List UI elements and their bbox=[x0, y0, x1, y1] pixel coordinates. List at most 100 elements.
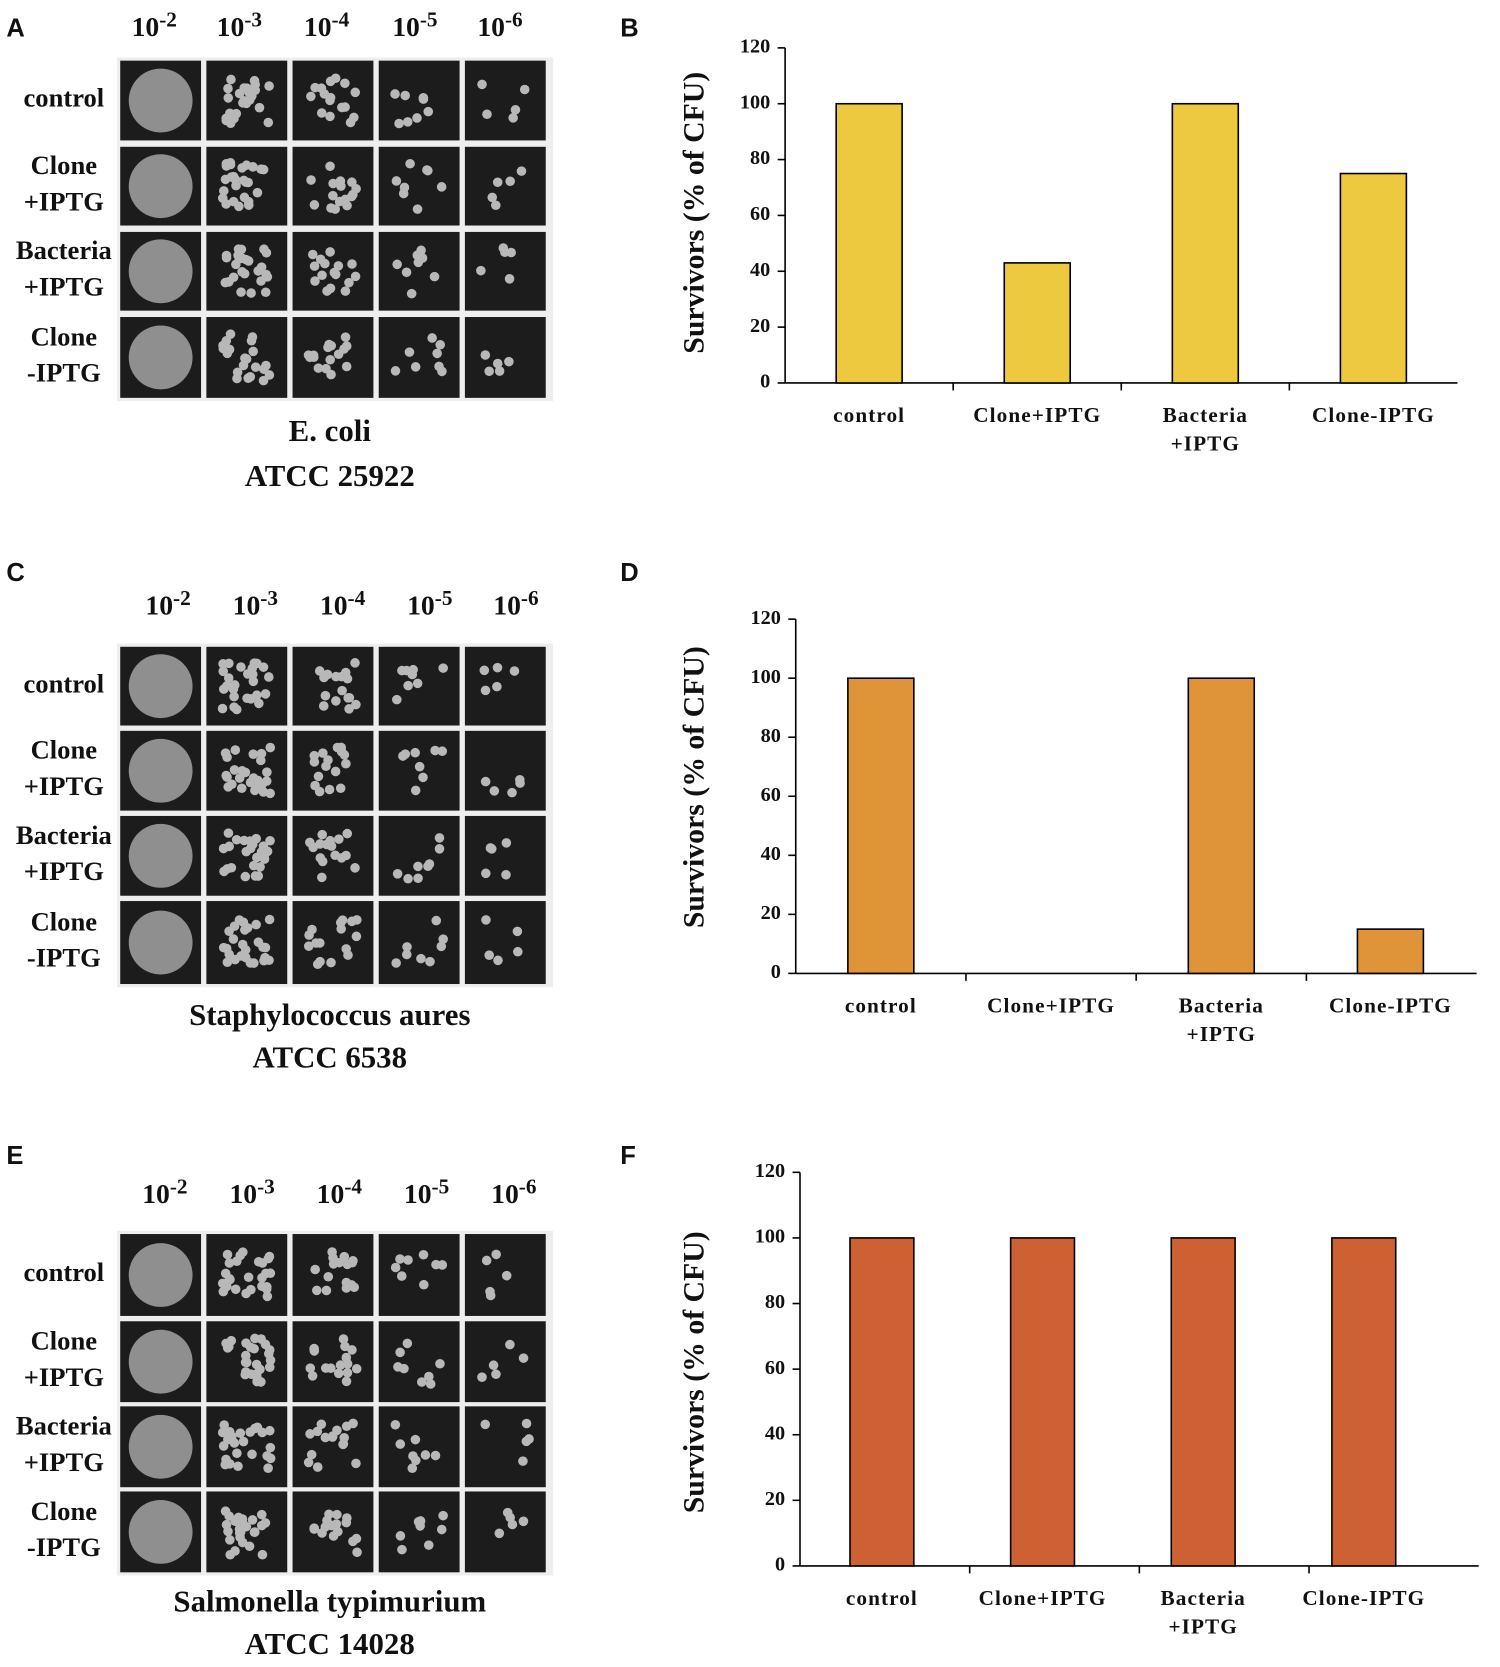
colony bbox=[305, 837, 315, 848]
colony bbox=[518, 1456, 528, 1466]
colony bbox=[224, 841, 234, 852]
y-tick-label: 60 bbox=[765, 1357, 785, 1379]
colony-lawn bbox=[128, 239, 193, 304]
colony bbox=[256, 1520, 267, 1531]
colony bbox=[347, 1257, 358, 1268]
text-line: -IPTG bbox=[27, 1532, 101, 1562]
colony bbox=[435, 1358, 445, 1369]
colony bbox=[236, 783, 247, 794]
colony bbox=[330, 73, 341, 84]
colony bbox=[492, 358, 503, 369]
colony-lawn bbox=[128, 654, 193, 719]
x-tick-label: Clone+IPTG bbox=[987, 993, 1115, 1017]
colony bbox=[225, 1535, 235, 1545]
plate-well bbox=[292, 901, 374, 985]
colony bbox=[222, 752, 232, 763]
colony-lawn bbox=[128, 1243, 193, 1307]
row-label: Clone -IPTG bbox=[27, 907, 101, 973]
colony bbox=[240, 353, 250, 364]
colony bbox=[230, 745, 241, 755]
colony bbox=[341, 361, 352, 372]
colony bbox=[480, 776, 491, 787]
y-tick-label: 0 bbox=[775, 1554, 785, 1576]
colony bbox=[402, 942, 412, 952]
dilution-exponent: -5 bbox=[432, 1174, 450, 1198]
colony bbox=[250, 1527, 260, 1537]
colony bbox=[311, 1285, 322, 1296]
colony bbox=[342, 1359, 353, 1369]
dilution-label: 10-4 bbox=[317, 1174, 363, 1209]
colony bbox=[328, 178, 338, 189]
colony bbox=[423, 1540, 434, 1550]
colony bbox=[219, 186, 229, 196]
colony bbox=[340, 102, 350, 112]
colony bbox=[317, 872, 327, 883]
colony bbox=[395, 1254, 405, 1264]
y-tick-label: 60 bbox=[750, 203, 770, 225]
colony bbox=[410, 785, 421, 796]
colony bbox=[265, 835, 275, 846]
bar bbox=[849, 1237, 915, 1567]
text-line: Clone bbox=[31, 150, 98, 180]
colony bbox=[396, 1271, 407, 1281]
colony bbox=[332, 742, 343, 753]
dilution-base: 10 bbox=[145, 590, 173, 621]
colony bbox=[339, 344, 349, 354]
plate-well bbox=[464, 1491, 546, 1573]
colony bbox=[306, 91, 316, 102]
text-line: Clone bbox=[31, 1496, 98, 1526]
colony bbox=[513, 946, 523, 957]
colony bbox=[491, 1369, 501, 1379]
text-line: +IPTG bbox=[24, 771, 104, 801]
colony bbox=[318, 748, 328, 758]
bar bbox=[835, 102, 903, 384]
colony bbox=[221, 199, 231, 209]
colony bbox=[315, 254, 326, 265]
colony bbox=[246, 694, 256, 704]
colony bbox=[226, 74, 236, 85]
plate-well bbox=[292, 1234, 374, 1316]
colony bbox=[314, 786, 325, 797]
colony bbox=[491, 1249, 501, 1260]
colony bbox=[241, 1338, 251, 1348]
colony bbox=[318, 701, 329, 711]
colony bbox=[420, 1450, 431, 1460]
colony bbox=[333, 261, 344, 271]
bar bbox=[1171, 102, 1240, 384]
colony bbox=[248, 346, 258, 357]
colony bbox=[484, 366, 494, 377]
text-line: Clone bbox=[31, 907, 98, 937]
dilution-base: 10 bbox=[317, 1178, 345, 1209]
colony-lawn bbox=[128, 910, 193, 975]
colony-lawn bbox=[128, 325, 193, 390]
colony bbox=[341, 1283, 352, 1293]
colony bbox=[222, 348, 233, 359]
text-line: +IPTG bbox=[1171, 432, 1240, 456]
colony bbox=[492, 681, 502, 692]
colony bbox=[334, 834, 344, 844]
colony bbox=[410, 362, 421, 372]
colony bbox=[333, 1368, 344, 1379]
colony bbox=[239, 268, 250, 279]
y-tick-label: 0 bbox=[760, 371, 770, 393]
colony bbox=[303, 1457, 314, 1468]
colony bbox=[247, 91, 257, 101]
colony bbox=[482, 109, 492, 120]
colony bbox=[313, 363, 324, 373]
plate-well bbox=[464, 1406, 546, 1488]
colony bbox=[264, 672, 274, 682]
colony bbox=[223, 673, 234, 683]
colony bbox=[338, 1439, 349, 1449]
colony bbox=[256, 276, 266, 286]
y-tick-label: 20 bbox=[761, 902, 781, 924]
colony bbox=[233, 1512, 244, 1523]
colony bbox=[221, 115, 232, 126]
colony bbox=[416, 1377, 427, 1387]
dilution-exponent: -6 bbox=[521, 586, 539, 610]
colony bbox=[257, 1427, 268, 1438]
colony-lawn bbox=[128, 154, 193, 219]
colony bbox=[222, 772, 232, 782]
colony-lawn bbox=[128, 738, 193, 803]
colony bbox=[435, 339, 446, 350]
plate-well bbox=[378, 146, 460, 226]
